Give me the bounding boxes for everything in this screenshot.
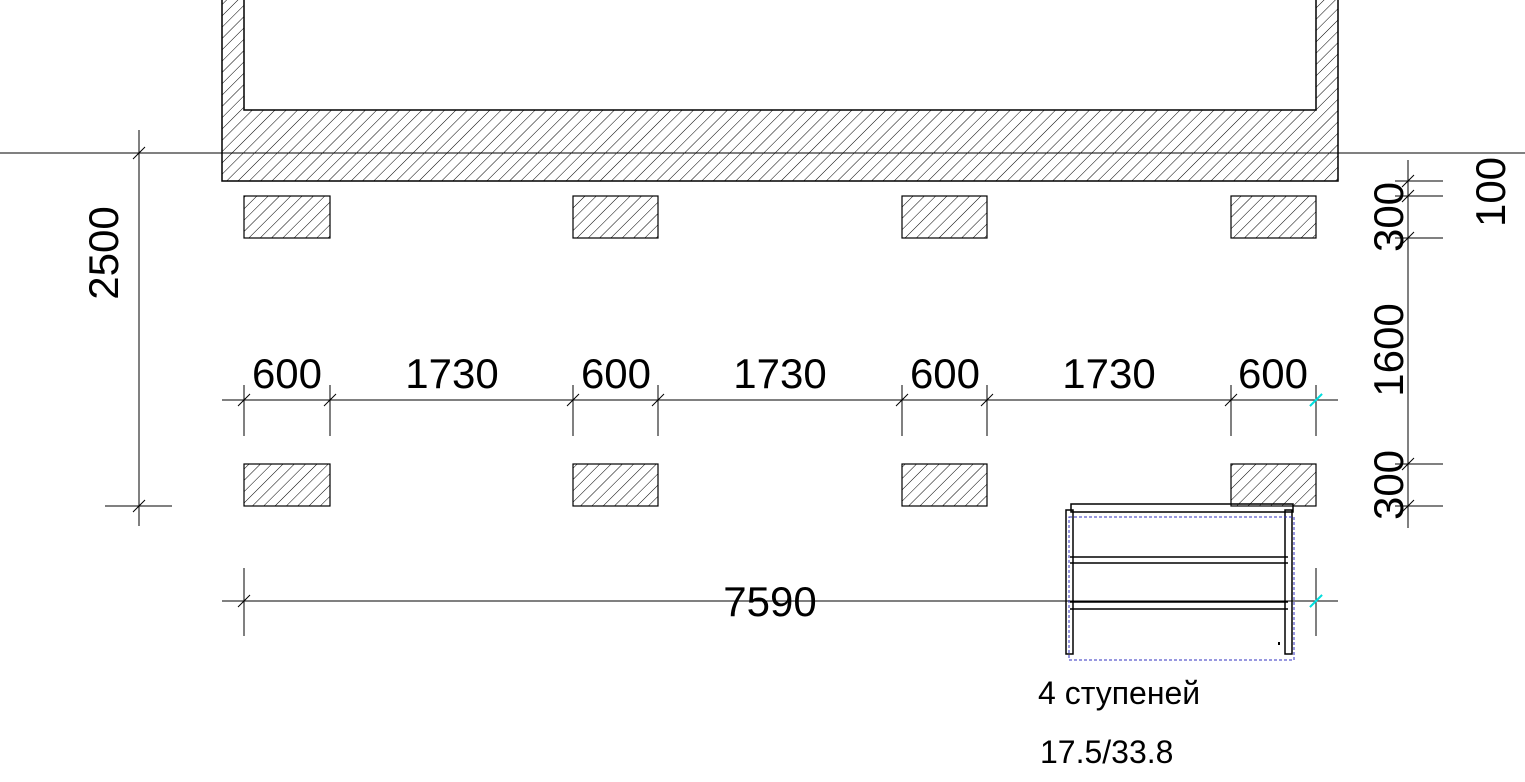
pile-cap[interactable] [572, 463, 659, 507]
left-height-text[interactable]: 2500 [80, 206, 127, 299]
dim-text[interactable]: 600 [1238, 350, 1308, 397]
right-dim-text[interactable]: 300 [1365, 182, 1412, 252]
dim-tick [895, 393, 909, 407]
dim-tick [132, 499, 146, 513]
dim-text[interactable]: 600 [581, 350, 651, 397]
dim-tick [1401, 174, 1415, 188]
stair-riser-tread: 17.5/33.8 [1040, 734, 1173, 770]
dim-tick [1401, 189, 1415, 203]
dim-tick [323, 393, 337, 407]
snap-marker-icon [1309, 393, 1323, 608]
wall[interactable] [221, 0, 1339, 182]
stair[interactable] [1065, 503, 1295, 661]
right-top-dim-text[interactable]: 100 [1467, 157, 1514, 227]
dim-text[interactable]: 1730 [1062, 350, 1155, 397]
pile-cap[interactable] [901, 463, 988, 507]
right-dim-text[interactable]: 300 [1365, 450, 1412, 520]
dim-tick [237, 393, 251, 407]
pile-cap[interactable] [243, 463, 331, 507]
stair-label: 4 ступеней [1038, 675, 1200, 711]
dim-tick [1224, 393, 1238, 407]
pile-cap[interactable] [1230, 463, 1317, 507]
horizontal-chain-labels: 600 1730 600 1730 600 1730 600 [252, 350, 1308, 397]
dim-tick [1401, 457, 1415, 471]
dim-tick [1401, 499, 1415, 513]
dim-tick [566, 393, 580, 407]
dim-tick [237, 594, 251, 608]
overall-width-text[interactable]: 7590 [723, 578, 816, 625]
pile-cap[interactable] [572, 195, 659, 239]
right-dim-text[interactable]: 1600 [1365, 303, 1412, 396]
pile-cap[interactable] [1230, 195, 1317, 239]
pile-caps [243, 195, 1317, 507]
dim-text[interactable]: 600 [910, 350, 980, 397]
dim-text[interactable]: 600 [252, 350, 322, 397]
pile-cap[interactable] [901, 195, 988, 239]
dimension-lines [105, 130, 1443, 636]
dim-text[interactable]: 1730 [733, 350, 826, 397]
dim-tick [980, 393, 994, 407]
selection-outline [1068, 516, 1295, 661]
dim-text[interactable]: 1730 [405, 350, 498, 397]
dim-tick [132, 146, 146, 160]
dim-tick [1401, 231, 1415, 245]
pile-cap[interactable] [243, 195, 331, 239]
dim-tick [651, 393, 665, 407]
